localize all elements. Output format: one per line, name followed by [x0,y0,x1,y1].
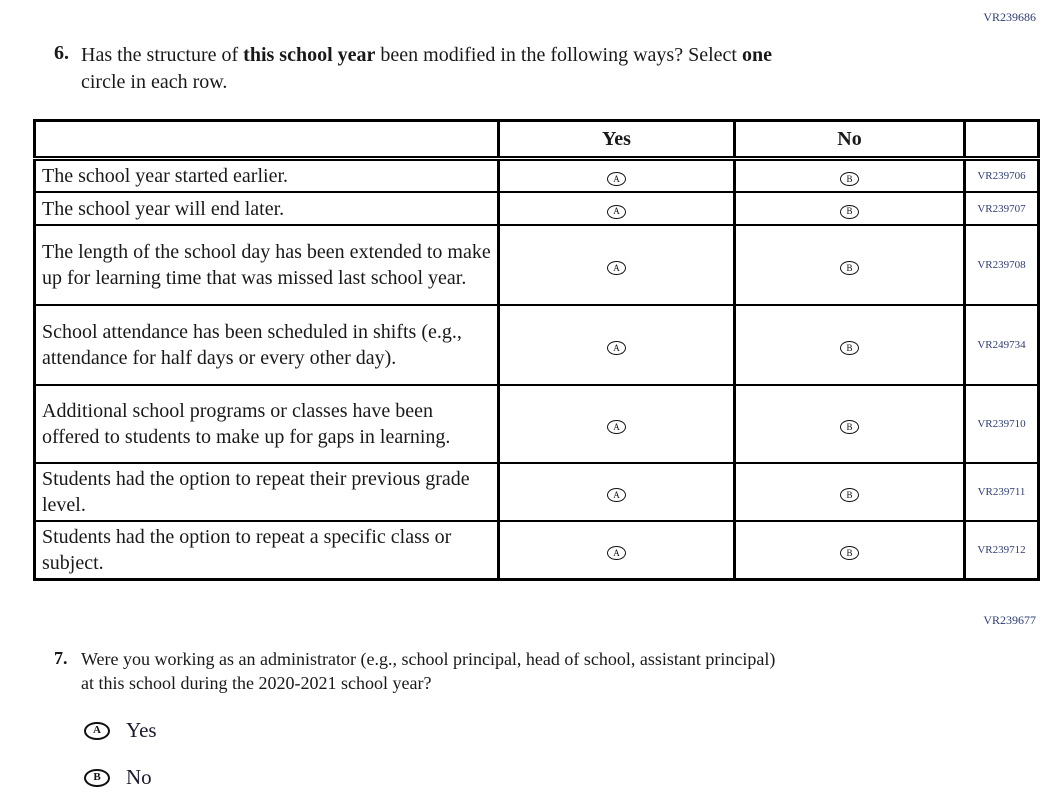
question-6-number: 6. [54,42,69,64]
table-row: Students had the option to repeat a spec… [33,520,1040,581]
row-code: VR239707 [963,191,1040,226]
no-bubble[interactable]: B [840,172,859,186]
question-6-line1: Has the structure of this school year be… [81,42,772,69]
question-6-seg1: Has the structure of [81,44,244,66]
page-code-top: VR239686 [983,10,1036,24]
row-code: VR239711 [963,462,1040,522]
row-code: VR239706 [963,157,1040,193]
yes-bubble[interactable]: A [607,172,626,186]
row-statement: The school year started earlier. [33,157,500,193]
no-bubble[interactable]: B [840,420,859,434]
question-6-bold2: one [741,44,772,66]
answer-bubble-a[interactable]: A [84,721,110,740]
question-6-seg2: been modified in the following ways? Sel… [375,44,742,66]
row-code: VR239710 [963,384,1040,464]
page-code-mid: VR239677 [983,613,1036,627]
answer-bubble-b[interactable]: B [84,768,110,787]
row-statement: Additional school programs or classes ha… [33,384,500,464]
yes-bubble[interactable]: A [607,341,626,355]
table-row: Additional school programs or classes ha… [33,384,1040,464]
answer-option-no[interactable]: B No [84,765,157,790]
yes-bubble[interactable]: A [607,488,626,502]
question-7: 7. Were you working as an administrator … [54,648,775,696]
table-row: School attendance has been scheduled in … [33,304,1040,386]
question-7-line2: at this school during the 2020-2021 scho… [81,672,432,693]
yes-bubble[interactable]: A [607,261,626,275]
answer-label-no: No [126,765,152,789]
no-bubble[interactable]: B [840,341,859,355]
table-row: The school year will end later. A B VR23… [33,191,1040,226]
question-7-answers: A Yes B No [84,718,157,799]
header-yes: Yes [497,119,736,161]
yes-bubble[interactable]: A [607,546,626,560]
header-no: No [733,119,966,161]
question-6: 6. Has the structure of this school year… [54,42,772,95]
question-7-text: Were you working as an administrator (e.… [81,648,775,696]
no-bubble[interactable]: B [840,546,859,560]
answer-label-yes: Yes [126,718,157,742]
row-statement: The school year will end later. [33,191,500,226]
question-7-line1: Were you working as an administrator (e.… [81,649,776,669]
table-row: The length of the school day has been ex… [33,224,1040,306]
question-6-line2: circle in each row. [81,70,228,93]
row-statement: School attendance has been scheduled in … [33,304,500,386]
yes-bubble[interactable]: A [607,420,626,434]
row-code: VR249734 [963,304,1040,386]
header-statement [33,119,500,161]
yes-bubble[interactable]: A [607,204,626,219]
row-statement: The length of the school day has been ex… [33,224,500,306]
no-bubble[interactable]: B [840,261,859,275]
question-6-response-table: Yes No The school year started earlier. … [33,119,1040,581]
row-code: VR239712 [963,520,1040,581]
answer-option-yes[interactable]: A Yes [84,718,157,743]
row-statement: Students had the option to repeat a spec… [33,520,500,581]
no-bubble[interactable]: B [840,204,859,219]
table-row: The school year started earlier. A B VR2… [33,157,1040,193]
table-header-row: Yes No [33,119,1040,161]
row-statement: Students had the option to repeat their … [33,462,500,522]
header-code [963,119,1040,161]
question-6-bold1: this school year [243,44,376,66]
question-6-text: Has the structure of this school year be… [81,42,772,95]
row-code: VR239708 [963,224,1040,306]
table-row: Students had the option to repeat their … [33,462,1040,522]
question-7-number: 7. [54,648,68,668]
no-bubble[interactable]: B [840,488,859,502]
